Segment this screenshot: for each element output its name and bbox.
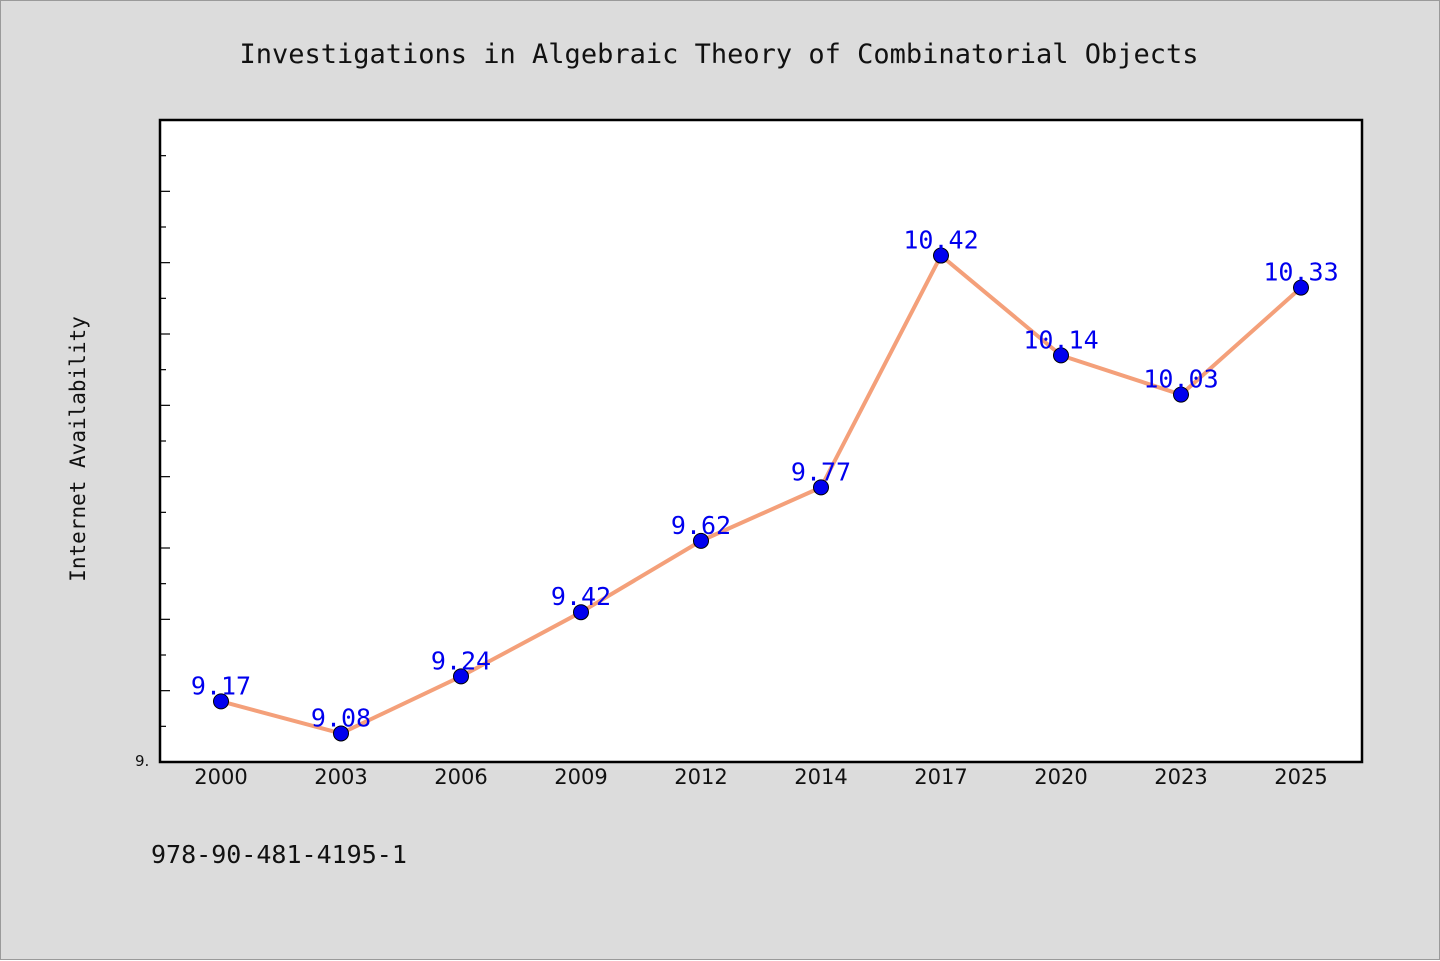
x-tick-label: 2020 [1034,765,1087,789]
data-point [693,532,709,549]
x-tick-label: 2009 [554,765,607,789]
data-label: 9.77 [791,457,851,486]
x-tick-label: 2003 [314,765,367,789]
data-label: 10.33 [1263,258,1338,287]
data-label: 10.14 [1023,325,1098,354]
x-tick-label: 2012 [674,765,727,789]
data-point [813,479,829,496]
data-label: 9.17 [191,671,251,700]
data-point [933,247,949,264]
y-axis-ticks [160,155,170,727]
data-point [333,725,349,742]
data-point [453,668,469,685]
data-point [1173,386,1189,403]
data-label: 10.42 [903,226,978,255]
x-axis-ticks: 2000 2003 2006 2009 2012 2014 2017 2020 2023 2025 [194,765,1327,789]
series-line [220,253,1303,736]
data-point [1293,279,1309,296]
value-labels: 9.17 9.08 9.24 9.42 9.62 9.77 10.42 10.14 10.03 1… [191,226,1339,733]
data-point [573,604,589,621]
data-label: 9.62 [671,511,731,540]
x-tick-label: 2014 [794,765,847,789]
isbn-text: 978-90-481-4195-1 [151,840,407,869]
chart-title: Investigations in Algebraic Theory of Co… [239,39,1198,70]
x-tick-label: 2006 [434,765,487,789]
y-tick-label: 9. [135,752,149,770]
data-point [213,693,229,710]
data-point [1053,347,1069,364]
data-label: 10.03 [1143,365,1218,394]
y-axis-label: Internet Availability [66,316,90,582]
x-tick-label: 2017 [914,765,967,789]
data-label: 9.24 [431,646,491,675]
data-label: 9.42 [551,582,611,611]
x-tick-label: 2000 [194,765,247,789]
series-markers [213,247,1309,742]
data-label: 9.08 [311,703,371,732]
x-tick-label: 2025 [1274,765,1327,789]
x-tick-label: 2023 [1154,765,1207,789]
plot-area [158,118,1364,764]
